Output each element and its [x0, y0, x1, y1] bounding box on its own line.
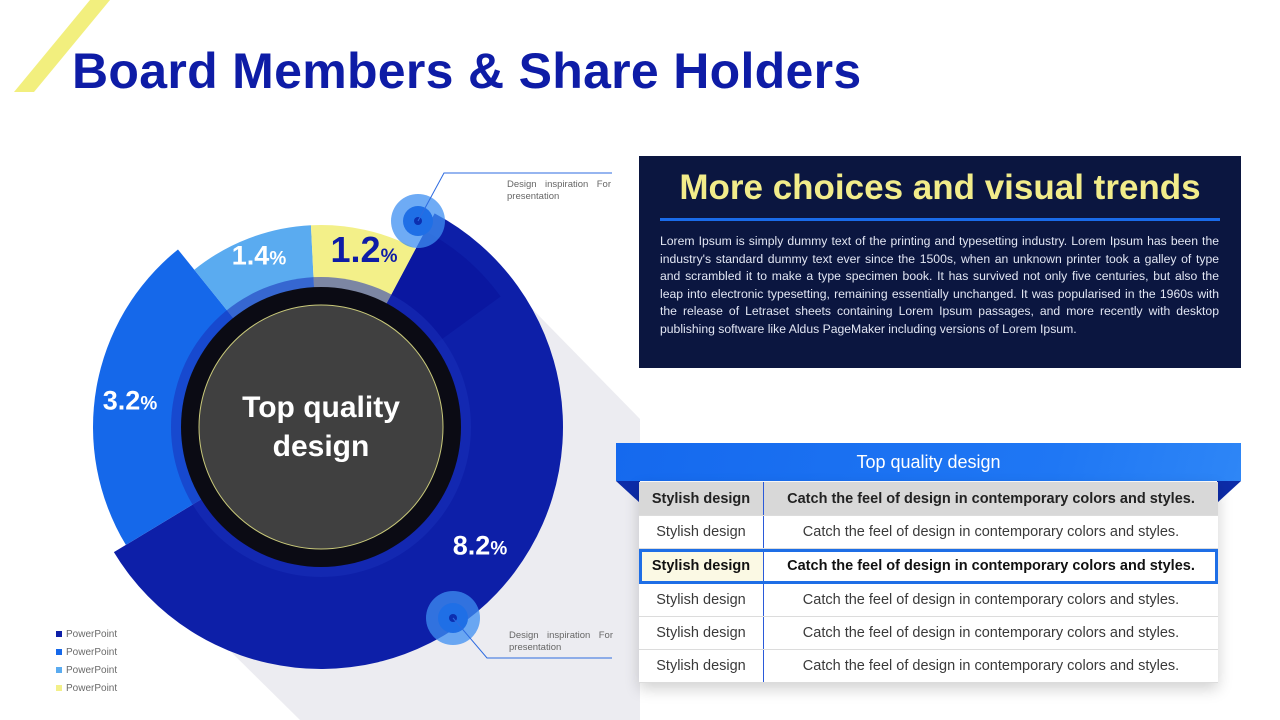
legend-swatch-1	[56, 649, 62, 655]
table-row: Stylish design Catch the feel of design i…	[639, 650, 1218, 683]
slice-percent-sign-1: %	[140, 393, 158, 415]
info-panel-title: More choices and visual trends	[679, 168, 1201, 207]
table-cell-description: Catch the feel of design in contemporary…	[787, 490, 1195, 507]
table-cell-label: Stylish design	[639, 549, 764, 583]
legend-item-0: PowerPoint	[56, 625, 117, 643]
slice-label-3: 1.2%	[331, 229, 398, 271]
callout-top-line	[417, 172, 612, 222]
legend-swatch-3	[56, 685, 62, 691]
table-ribbon-fold-left	[616, 481, 640, 503]
table-cell-label: Stylish design	[639, 617, 764, 649]
legend-item-3: PowerPoint	[56, 679, 117, 697]
legend-item-1: PowerPoint	[56, 643, 117, 661]
slice-percent-sign-2: %	[269, 248, 287, 270]
slice-value-2: 1.4	[231, 240, 270, 271]
slice-percent-sign-3: %	[380, 246, 398, 267]
table-title: Top quality design	[616, 443, 1241, 481]
slice-value-0: 8.2	[452, 530, 491, 561]
table-cell-description: Catch the feel of design in contemporary…	[802, 592, 1180, 608]
table-cell-label: Stylish design	[639, 516, 764, 548]
slice-value-3: 1.2	[330, 229, 381, 270]
table-cell-description: Catch the feel of design in contemporary…	[802, 524, 1180, 540]
table-row: Stylish design Catch the feel of design i…	[639, 617, 1218, 650]
callout-top-text: Design inspiration For presentation	[507, 179, 611, 202]
info-panel: More choices and visual trends Lorem Ips…	[639, 156, 1241, 368]
info-panel-body: Lorem Ipsum is simply dummy text of the …	[660, 234, 1219, 336]
donut-center	[198, 304, 444, 550]
legend-label-2: PowerPoint	[66, 664, 118, 676]
table-cell-label: Stylish design	[639, 584, 764, 616]
table-cell-description: Catch the feel of design in contemporary…	[787, 558, 1195, 574]
slice-label-2: 1.4%	[232, 241, 286, 272]
table-row: Stylish design Catch the feel of design i…	[639, 482, 1218, 516]
info-panel-divider	[660, 218, 1220, 221]
page-title: Board Members & Share Holders	[72, 43, 862, 99]
table-body: Stylish design Catch the feel of design i…	[639, 482, 1218, 683]
legend-swatch-2	[56, 667, 62, 673]
chart-legend: PowerPoint PowerPoint PowerPoint PowerPoint	[56, 625, 117, 697]
slice-percent-sign-0: %	[490, 538, 508, 560]
callout-bottom: Design inspiration For presentation	[509, 630, 613, 654]
legend-label-0: PowerPoint	[66, 628, 118, 640]
donut-chart: Top quality design	[93, 172, 640, 720]
table-cell-label: Stylish design	[639, 650, 764, 682]
table-row: Stylish design Catch the feel of design i…	[639, 549, 1218, 584]
callout-bottom-text: Design inspiration For presentation	[509, 630, 613, 653]
legend-item-2: PowerPoint	[56, 661, 117, 679]
legend-label-1: PowerPoint	[66, 646, 118, 658]
slice-label-0: 8.2%	[453, 531, 507, 562]
slice-label-1: 3.2%	[103, 386, 157, 417]
callout-top: Design inspiration For presentation	[507, 179, 611, 203]
table-ribbon-fold-right	[1217, 481, 1241, 503]
table-cell-description: Catch the feel of design in contemporary…	[802, 658, 1180, 674]
design-table: Top quality design Stylish design Catch t…	[616, 443, 1241, 693]
table-cell-description: Catch the feel of design in contemporary…	[802, 625, 1180, 641]
decorative-stripe	[14, 0, 110, 92]
legend-label-3: PowerPoint	[66, 682, 118, 694]
callout-bottom-line	[452, 617, 612, 659]
table-cell-label: Stylish design	[639, 482, 764, 515]
table-row: Stylish design Catch the feel of design i…	[639, 516, 1218, 549]
donut-center-label: Top quality design	[242, 391, 400, 463]
slice-value-1: 3.2	[102, 385, 141, 416]
legend-swatch-0	[56, 631, 62, 637]
table-row: Stylish design Catch the feel of design i…	[639, 584, 1218, 617]
